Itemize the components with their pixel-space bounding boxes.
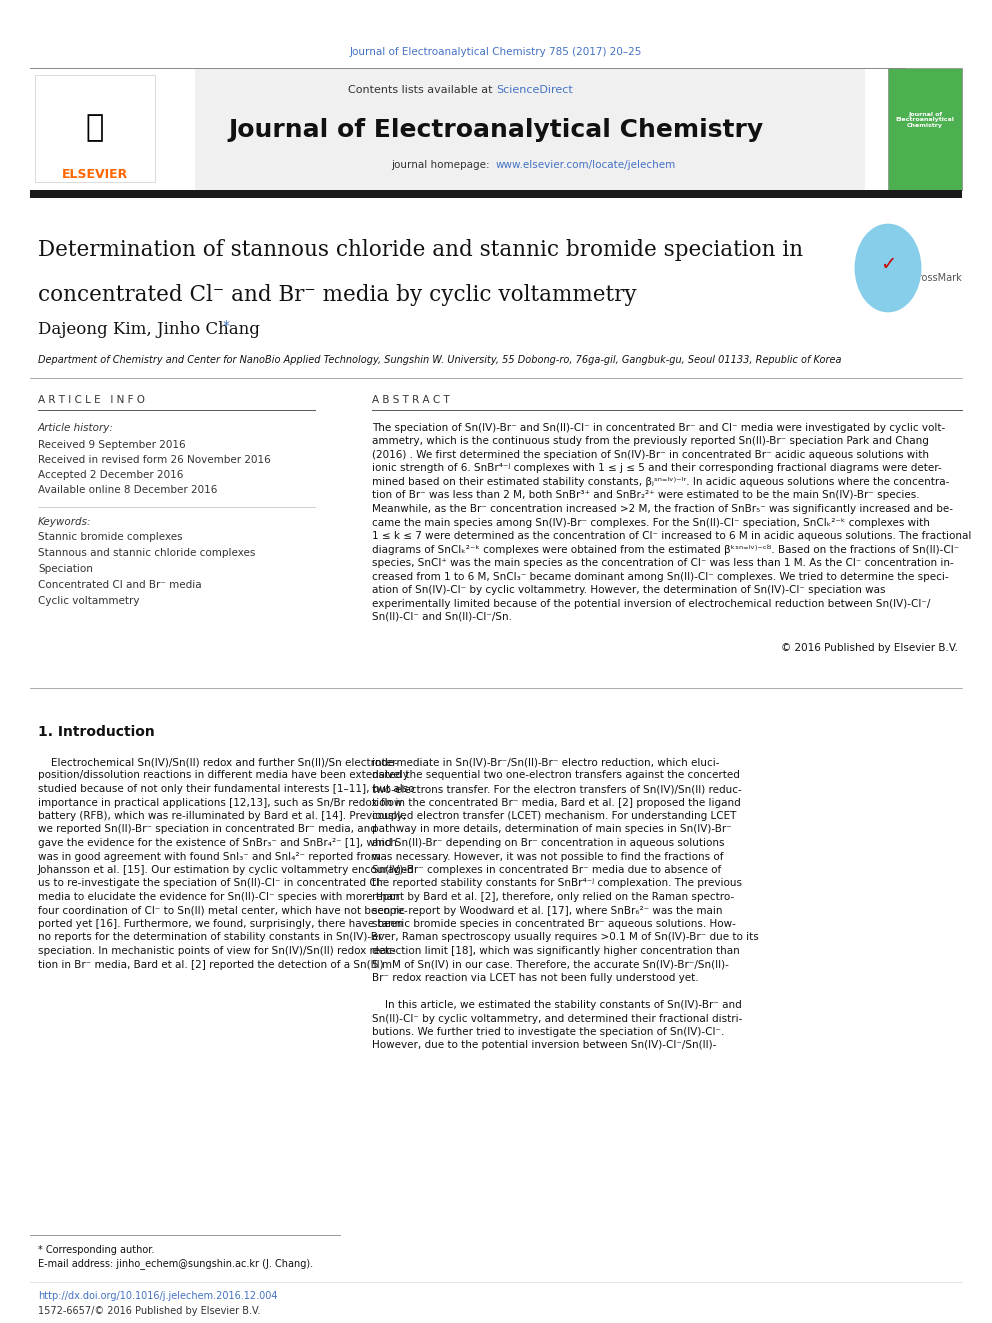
Text: © 2016 Published by Elsevier B.V.: © 2016 Published by Elsevier B.V.: [781, 643, 958, 654]
Text: In this article, we estimated the stability constants of Sn(IV)-Br⁻ and: In this article, we estimated the stabil…: [372, 1000, 742, 1009]
Text: ammetry, which is the continuous study from the previously reported Sn(II)-Br⁻ s: ammetry, which is the continuous study f…: [372, 437, 929, 446]
Text: speciation. In mechanistic points of view for Sn(IV)/Sn(II) redox reac-: speciation. In mechanistic points of vie…: [38, 946, 396, 957]
Text: pathway in more details, determination of main species in Sn(IV)-Br⁻: pathway in more details, determination o…: [372, 824, 732, 835]
Text: importance in practical applications [12,13], such as Sn/Br redox flow: importance in practical applications [12…: [38, 798, 403, 807]
Text: came the main species among Sn(IV)-Br⁻ complexes. For the Sn(II)-Cl⁻ speciation,: came the main species among Sn(IV)-Br⁻ c…: [372, 517, 930, 528]
Text: ever, Raman spectroscopy usually requires >0.1 M of Sn(IV)-Br⁻ due to its: ever, Raman spectroscopy usually require…: [372, 933, 759, 942]
Text: Electrochemical Sn(IV)/Sn(II) redox and further Sn(II)/Sn electrode-: Electrochemical Sn(IV)/Sn(II) redox and …: [38, 757, 398, 767]
Text: 1 ≤ k ≤ 7 were determined as the concentration of Cl⁻ increased to 6 M in acidic: 1 ≤ k ≤ 7 were determined as the concent…: [372, 531, 971, 541]
Text: experimentally limited because of the potential inversion of electrochemical red: experimentally limited because of the po…: [372, 598, 930, 609]
Text: Stannic bromide complexes: Stannic bromide complexes: [38, 532, 183, 542]
Text: 1. Introduction: 1. Introduction: [38, 725, 155, 740]
Text: E-mail address: jinho_echem@sungshin.ac.kr (J. Chang).: E-mail address: jinho_echem@sungshin.ac.…: [38, 1258, 313, 1270]
Bar: [30, 191, 962, 198]
Text: butions. We further tried to investigate the speciation of Sn(IV)-Cl⁻.: butions. We further tried to investigate…: [372, 1027, 724, 1037]
Text: Johansson et al. [15]. Our estimation by cyclic voltammetry encouraged: Johansson et al. [15]. Our estimation by…: [38, 865, 415, 875]
Text: journal homepage:: journal homepage:: [391, 160, 496, 169]
Text: coupled electron transfer (LCET) mechanism. For understanding LCET: coupled electron transfer (LCET) mechani…: [372, 811, 736, 822]
Text: was necessary. However, it was not possible to find the fractions of: was necessary. However, it was not possi…: [372, 852, 723, 861]
Text: no reports for the determination of stability constants in Sn(IV)-Br⁻: no reports for the determination of stab…: [38, 933, 388, 942]
Text: Keywords:: Keywords:: [38, 517, 91, 527]
Text: Article history:: Article history:: [38, 423, 114, 433]
Text: Stannous and stannic chloride complexes: Stannous and stannic chloride complexes: [38, 548, 255, 558]
Text: Speciation: Speciation: [38, 564, 93, 574]
Text: tion in the concentrated Br⁻ media, Bard et al. [2] proposed the ligand: tion in the concentrated Br⁻ media, Bard…: [372, 798, 741, 807]
Text: stannic bromide species in concentrated Br⁻ aqueous solutions. How-: stannic bromide species in concentrated …: [372, 919, 736, 929]
Text: Determination of stannous chloride and stannic bromide speciation in: Determination of stannous chloride and s…: [38, 239, 804, 261]
Circle shape: [855, 225, 921, 312]
Text: Department of Chemistry and Center for NanoBio Applied Technology, Sungshin W. U: Department of Chemistry and Center for N…: [38, 355, 841, 365]
Text: creased from 1 to 6 M, SnCl₃⁻ became dominant among Sn(II)-Cl⁻ complexes. We tri: creased from 1 to 6 M, SnCl₃⁻ became dom…: [372, 572, 948, 582]
Text: concentrated Cl⁻ and Br⁻ media by cyclic voltammetry: concentrated Cl⁻ and Br⁻ media by cyclic…: [38, 284, 637, 306]
Text: dated the sequential two one-electron transfers against the concerted: dated the sequential two one-electron tr…: [372, 770, 740, 781]
Text: studied because of not only their fundamental interests [1–11], but also: studied because of not only their fundam…: [38, 785, 415, 794]
Text: four coordination of Cl⁻ to Sn(II) metal center, which have not been re-: four coordination of Cl⁻ to Sn(II) metal…: [38, 905, 408, 916]
Text: species, SnCl⁺ was the main species as the concentration of Cl⁻ was less than 1 : species, SnCl⁺ was the main species as t…: [372, 558, 953, 568]
Text: report by Bard et al. [2], therefore, only relied on the Raman spectro-: report by Bard et al. [2], therefore, on…: [372, 892, 734, 902]
Text: Sn(IV)-Br⁻ complexes in concentrated Br⁻ media due to absence of: Sn(IV)-Br⁻ complexes in concentrated Br⁻…: [372, 865, 721, 875]
Text: Received in revised form 26 November 2016: Received in revised form 26 November 201…: [38, 455, 271, 464]
Text: ScienceDirect: ScienceDirect: [496, 85, 572, 95]
Text: The speciation of Sn(IV)-Br⁻ and Sn(II)-Cl⁻ in concentrated Br⁻ and Cl⁻ media we: The speciation of Sn(IV)-Br⁻ and Sn(II)-…: [372, 423, 945, 433]
Text: 1572-6657/© 2016 Published by Elsevier B.V.: 1572-6657/© 2016 Published by Elsevier B…: [38, 1306, 260, 1316]
Text: we reported Sn(II)-Br⁻ speciation in concentrated Br⁻ media, and: we reported Sn(II)-Br⁻ speciation in con…: [38, 824, 377, 835]
Text: intermediate in Sn(IV)-Br⁻/Sn(II)-Br⁻ electro reduction, which eluci-: intermediate in Sn(IV)-Br⁻/Sn(II)-Br⁻ el…: [372, 757, 719, 767]
Text: Journal of Electroanalytical Chemistry: Journal of Electroanalytical Chemistry: [228, 118, 764, 142]
Text: two-electrons transfer. For the electron transfers of Sn(IV)/Sn(II) reduc-: two-electrons transfer. For the electron…: [372, 785, 742, 794]
Text: the reported stability constants for SnBr⁴⁻ʲ complexation. The previous: the reported stability constants for SnB…: [372, 878, 742, 889]
Text: us to re-investigate the speciation of Sn(II)-Cl⁻ in concentrated Cl⁻: us to re-investigate the speciation of S…: [38, 878, 385, 889]
Text: *: *: [223, 319, 230, 333]
Text: A R T I C L E   I N F O: A R T I C L E I N F O: [38, 396, 145, 405]
Bar: [30, 67, 865, 191]
Text: Available online 8 December 2016: Available online 8 December 2016: [38, 486, 217, 495]
Text: However, due to the potential inversion between Sn(IV)-Cl⁻/Sn(II)-: However, due to the potential inversion …: [372, 1040, 716, 1050]
Text: Dajeong Kim, Jinho Chang: Dajeong Kim, Jinho Chang: [38, 321, 265, 339]
Text: A B S T R A C T: A B S T R A C T: [372, 396, 449, 405]
Text: Accepted 2 December 2016: Accepted 2 December 2016: [38, 470, 184, 480]
Text: ported yet [16]. Furthermore, we found, surprisingly, there have been: ported yet [16]. Furthermore, we found, …: [38, 919, 404, 929]
Text: * Corresponding author.: * Corresponding author.: [38, 1245, 155, 1256]
Text: Journal of
Electroanalytical
Chemistry: Journal of Electroanalytical Chemistry: [896, 111, 954, 128]
Text: Sn(II)-Cl⁻ and Sn(II)-Cl⁻/Sn.: Sn(II)-Cl⁻ and Sn(II)-Cl⁻/Sn.: [372, 613, 512, 622]
Text: diagrams of SnClₖ²⁻ᵏ complexes were obtained from the estimated βᵏˢⁿ⁼ᴵᵛ⁾⁻ᶜᴽ. Bas: diagrams of SnClₖ²⁻ᵏ complexes were obta…: [372, 544, 959, 554]
Text: ELSEVIER: ELSEVIER: [62, 168, 128, 181]
Text: scopic report by Woodward et al. [17], where SnBr₆²⁻ was the main: scopic report by Woodward et al. [17], w…: [372, 905, 722, 916]
Text: Meanwhile, as the Br⁻ concentration increased >2 M, the fraction of SnBr₅⁻ was s: Meanwhile, as the Br⁻ concentration incr…: [372, 504, 953, 515]
Text: (2016) . We first determined the speciation of Sn(IV)-Br⁻ in concentrated Br⁻ ac: (2016) . We first determined the speciat…: [372, 450, 929, 460]
Bar: [30, 67, 195, 191]
Text: www.elsevier.com/locate/jelechem: www.elsevier.com/locate/jelechem: [496, 160, 677, 169]
Text: tion in Br⁻ media, Bard et al. [2] reported the detection of a Sn(III): tion in Br⁻ media, Bard et al. [2] repor…: [38, 959, 384, 970]
Text: Concentrated Cl and Br⁻ media: Concentrated Cl and Br⁻ media: [38, 579, 201, 590]
Text: and Sn(II)-Br⁻ depending on Br⁻ concentration in aqueous solutions: and Sn(II)-Br⁻ depending on Br⁻ concentr…: [372, 837, 724, 848]
Text: Contents lists available at: Contents lists available at: [348, 85, 496, 95]
Text: battery (RFB), which was re-illuminated by Bard et al. [14]. Previously,: battery (RFB), which was re-illuminated …: [38, 811, 406, 822]
Text: position/dissolution reactions in different media have been extensively: position/dissolution reactions in differ…: [38, 770, 409, 781]
Text: Received 9 September 2016: Received 9 September 2016: [38, 441, 186, 450]
Text: ionic strength of 6. SnBr⁴⁻ʲ complexes with 1 ≤ j ≤ 5 and their corresponding fr: ionic strength of 6. SnBr⁴⁻ʲ complexes w…: [372, 463, 941, 474]
Text: Sn(II)-Cl⁻ by cyclic voltammetry, and determined their fractional distri-: Sn(II)-Cl⁻ by cyclic voltammetry, and de…: [372, 1013, 742, 1024]
Text: Cyclic voltammetry: Cyclic voltammetry: [38, 595, 140, 606]
Text: gave the evidence for the existence of SnBr₃⁻ and SnBr₄²⁻ [1], which: gave the evidence for the existence of S…: [38, 837, 397, 848]
Text: was in good agreement with found SnI₃⁻ and SnI₄²⁻ reported from: was in good agreement with found SnI₃⁻ a…: [38, 852, 381, 861]
Text: 🌳: 🌳: [86, 114, 104, 143]
Text: detection limit [18], which was significantly higher concentration than: detection limit [18], which was signific…: [372, 946, 740, 957]
Text: http://dx.doi.org/10.1016/j.jelechem.2016.12.004: http://dx.doi.org/10.1016/j.jelechem.201…: [38, 1291, 278, 1301]
Text: ation of Sn(IV)-Cl⁻ by cyclic voltammetry. However, the determination of Sn(IV)-: ation of Sn(IV)-Cl⁻ by cyclic voltammetr…: [372, 585, 886, 595]
Bar: [35, 75, 155, 183]
Text: CrossMark: CrossMark: [912, 273, 963, 283]
Text: Journal of Electroanalytical Chemistry 785 (2017) 20–25: Journal of Electroanalytical Chemistry 7…: [350, 48, 642, 57]
Bar: [888, 67, 962, 191]
Text: mined based on their estimated stability constants, βⱼˢⁿ⁼ᴵᵛ⁾⁻ᴵʳ. In acidic aqueo: mined based on their estimated stability…: [372, 478, 949, 487]
Text: Br⁻ redox reaction via LCET has not been fully understood yet.: Br⁻ redox reaction via LCET has not been…: [372, 972, 698, 983]
Text: tion of Br⁻ was less than 2 M, both SnBr³⁺ and SnBr₂²⁺ were estimated to be the : tion of Br⁻ was less than 2 M, both SnBr…: [372, 491, 920, 500]
Text: ✓: ✓: [880, 255, 896, 274]
Text: 5 mM of Sn(IV) in our case. Therefore, the accurate Sn(IV)-Br⁻/Sn(II)-: 5 mM of Sn(IV) in our case. Therefore, t…: [372, 959, 729, 970]
Text: media to elucidate the evidence for Sn(II)-Cl⁻ species with more than: media to elucidate the evidence for Sn(I…: [38, 892, 400, 902]
